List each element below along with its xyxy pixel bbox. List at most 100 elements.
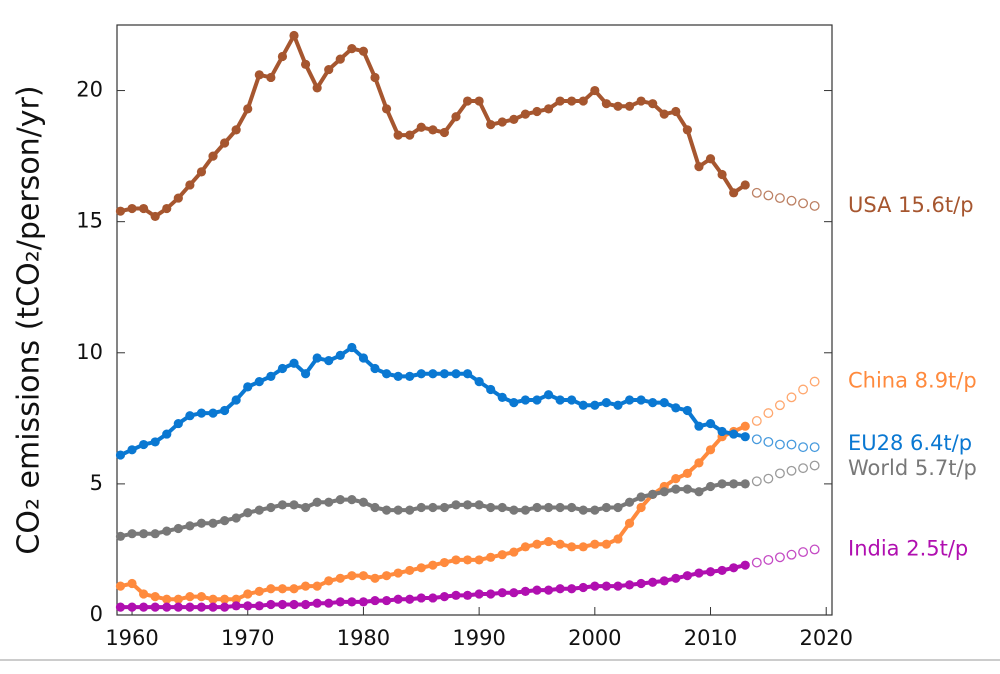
data-point [694,458,704,468]
data-point [347,571,357,581]
data-point [416,122,426,132]
data-point [243,589,253,599]
data-point [405,130,415,140]
data-point [590,581,600,591]
data-point [705,418,716,429]
data-point [509,398,519,408]
data-point [717,565,727,576]
data-point [451,500,461,510]
data-point [659,398,669,408]
projected-point [751,416,762,426]
data-point [659,487,669,497]
data-point [393,505,403,515]
data-point [543,585,554,595]
data-point [671,403,681,413]
data-point [567,542,577,552]
projected-point [751,557,762,568]
data-point [705,567,716,577]
data-point [474,589,484,599]
data-point [370,573,380,583]
data-point [532,395,542,405]
data-point [740,479,750,489]
x-tick-label: 2010 [684,626,737,650]
data-point [671,573,681,583]
data-point [335,54,345,64]
y-axis-label: CO₂ emissions (tCO₂/person/yr) [12,85,47,554]
data-point [185,602,195,612]
data-point [370,72,380,83]
projected-point [774,193,785,204]
data-point [416,369,426,379]
data-point [162,594,172,604]
data-point [578,505,588,515]
data-point [659,576,669,586]
data-point [266,599,276,610]
projected-point [774,552,785,563]
data-point [381,595,392,606]
data-point [115,206,126,216]
data-point [139,602,149,612]
data-point [219,516,230,526]
data-point [613,581,623,591]
projected-point [751,476,762,487]
data-point [381,104,392,114]
data-point [139,529,149,539]
projected-point [774,439,785,450]
data-point [601,581,611,591]
data-point [219,138,230,148]
data-point [208,518,218,528]
data-point [648,99,658,109]
data-point [381,571,392,581]
data-point [370,363,380,374]
projected-point [774,400,785,411]
data-point [613,502,623,513]
data-point [289,584,299,594]
data-point [740,432,750,442]
data-point [624,101,635,111]
data-point [358,497,369,507]
data-point [127,445,137,455]
data-point [185,521,195,531]
data-point [150,602,160,612]
data-point [532,502,542,513]
projected-point [751,187,762,198]
data-point [520,542,531,552]
data-point [324,64,334,75]
data-point [555,539,565,549]
data-point [405,565,415,576]
data-point [347,342,357,353]
data-point [497,550,507,560]
data-point [729,429,739,439]
data-point [381,505,392,515]
series-line [120,424,747,602]
data-point [173,594,183,604]
data-point [335,350,345,360]
projected-point [809,544,820,555]
data-point [624,580,635,590]
series-label: World 5.7t/p [848,456,977,480]
data-point [208,602,218,612]
data-point [729,479,739,489]
data-point [254,70,264,80]
data-point [196,602,207,612]
data-point [520,505,531,515]
data-point [416,593,426,603]
data-point [243,382,253,392]
data-point [196,592,207,602]
data-point [231,125,241,135]
projected-point [809,200,820,211]
data-point [578,96,588,106]
data-point [590,400,600,410]
data-point [682,405,692,416]
data-point [266,584,276,594]
data-point [219,594,230,604]
data-point [694,568,704,578]
data-point [509,547,519,557]
data-point [555,395,565,405]
data-point [613,101,623,111]
data-point [543,104,554,114]
data-point [370,502,380,513]
projected-point [786,392,797,403]
data-point [300,581,311,591]
